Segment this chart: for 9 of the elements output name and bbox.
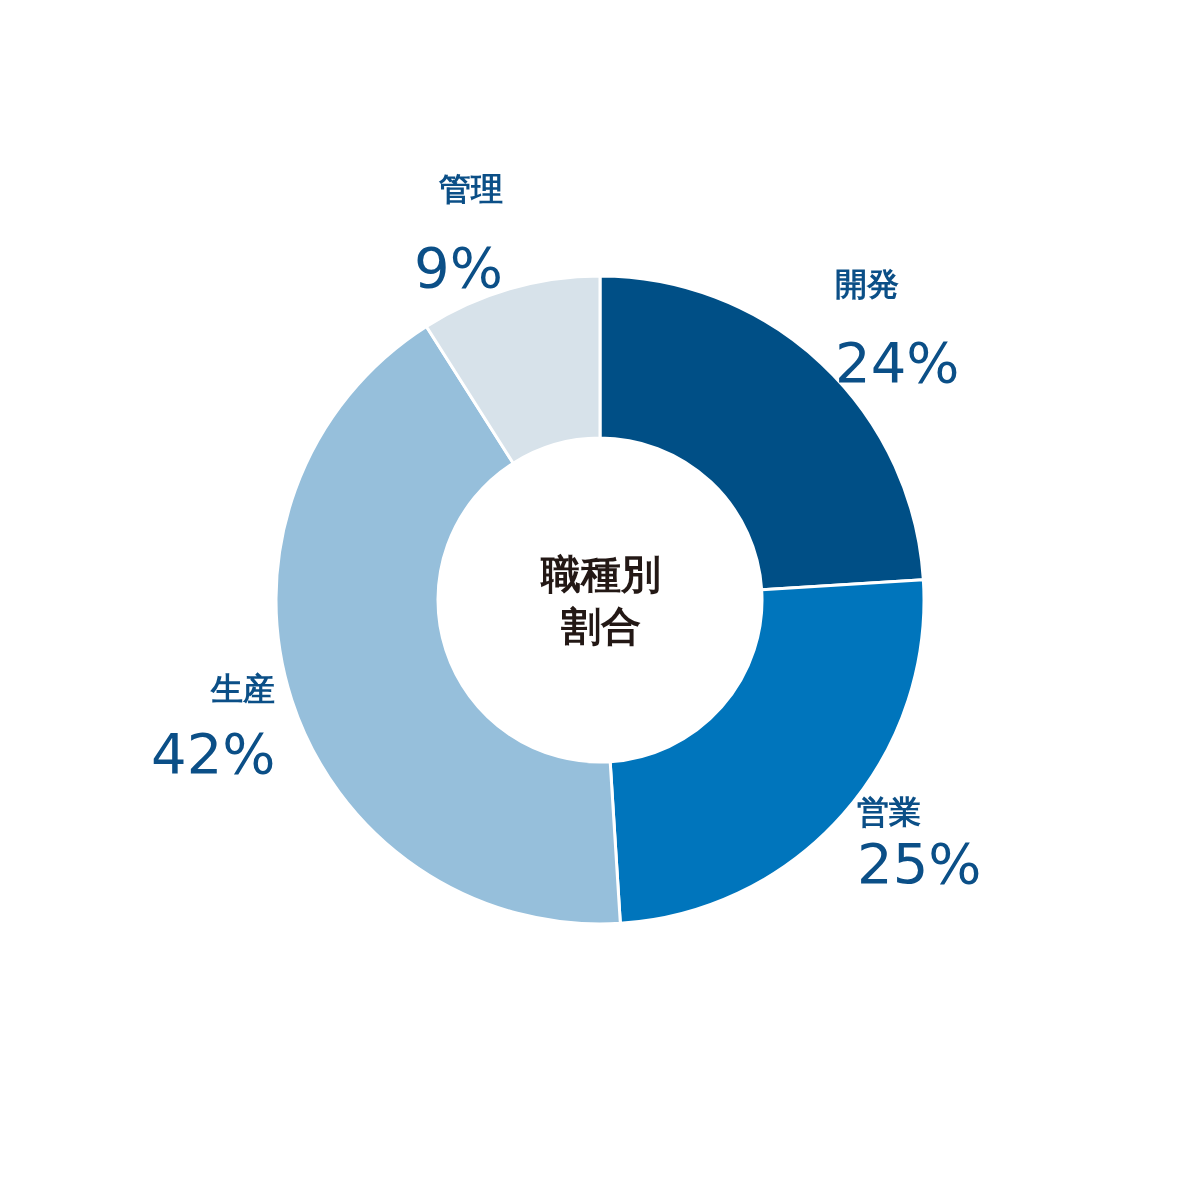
slice-label: 開発	[835, 265, 899, 303]
text: 職種別割合	[540, 551, 661, 649]
data-label: 25%	[857, 831, 982, 896]
data-label: 9%	[414, 235, 503, 300]
slice-label: 生産	[210, 670, 275, 708]
data-label: 42%	[151, 721, 276, 786]
slice-label: 管理	[438, 170, 503, 208]
data-label: 24%	[835, 330, 960, 395]
slice-label: 営業	[857, 793, 921, 831]
